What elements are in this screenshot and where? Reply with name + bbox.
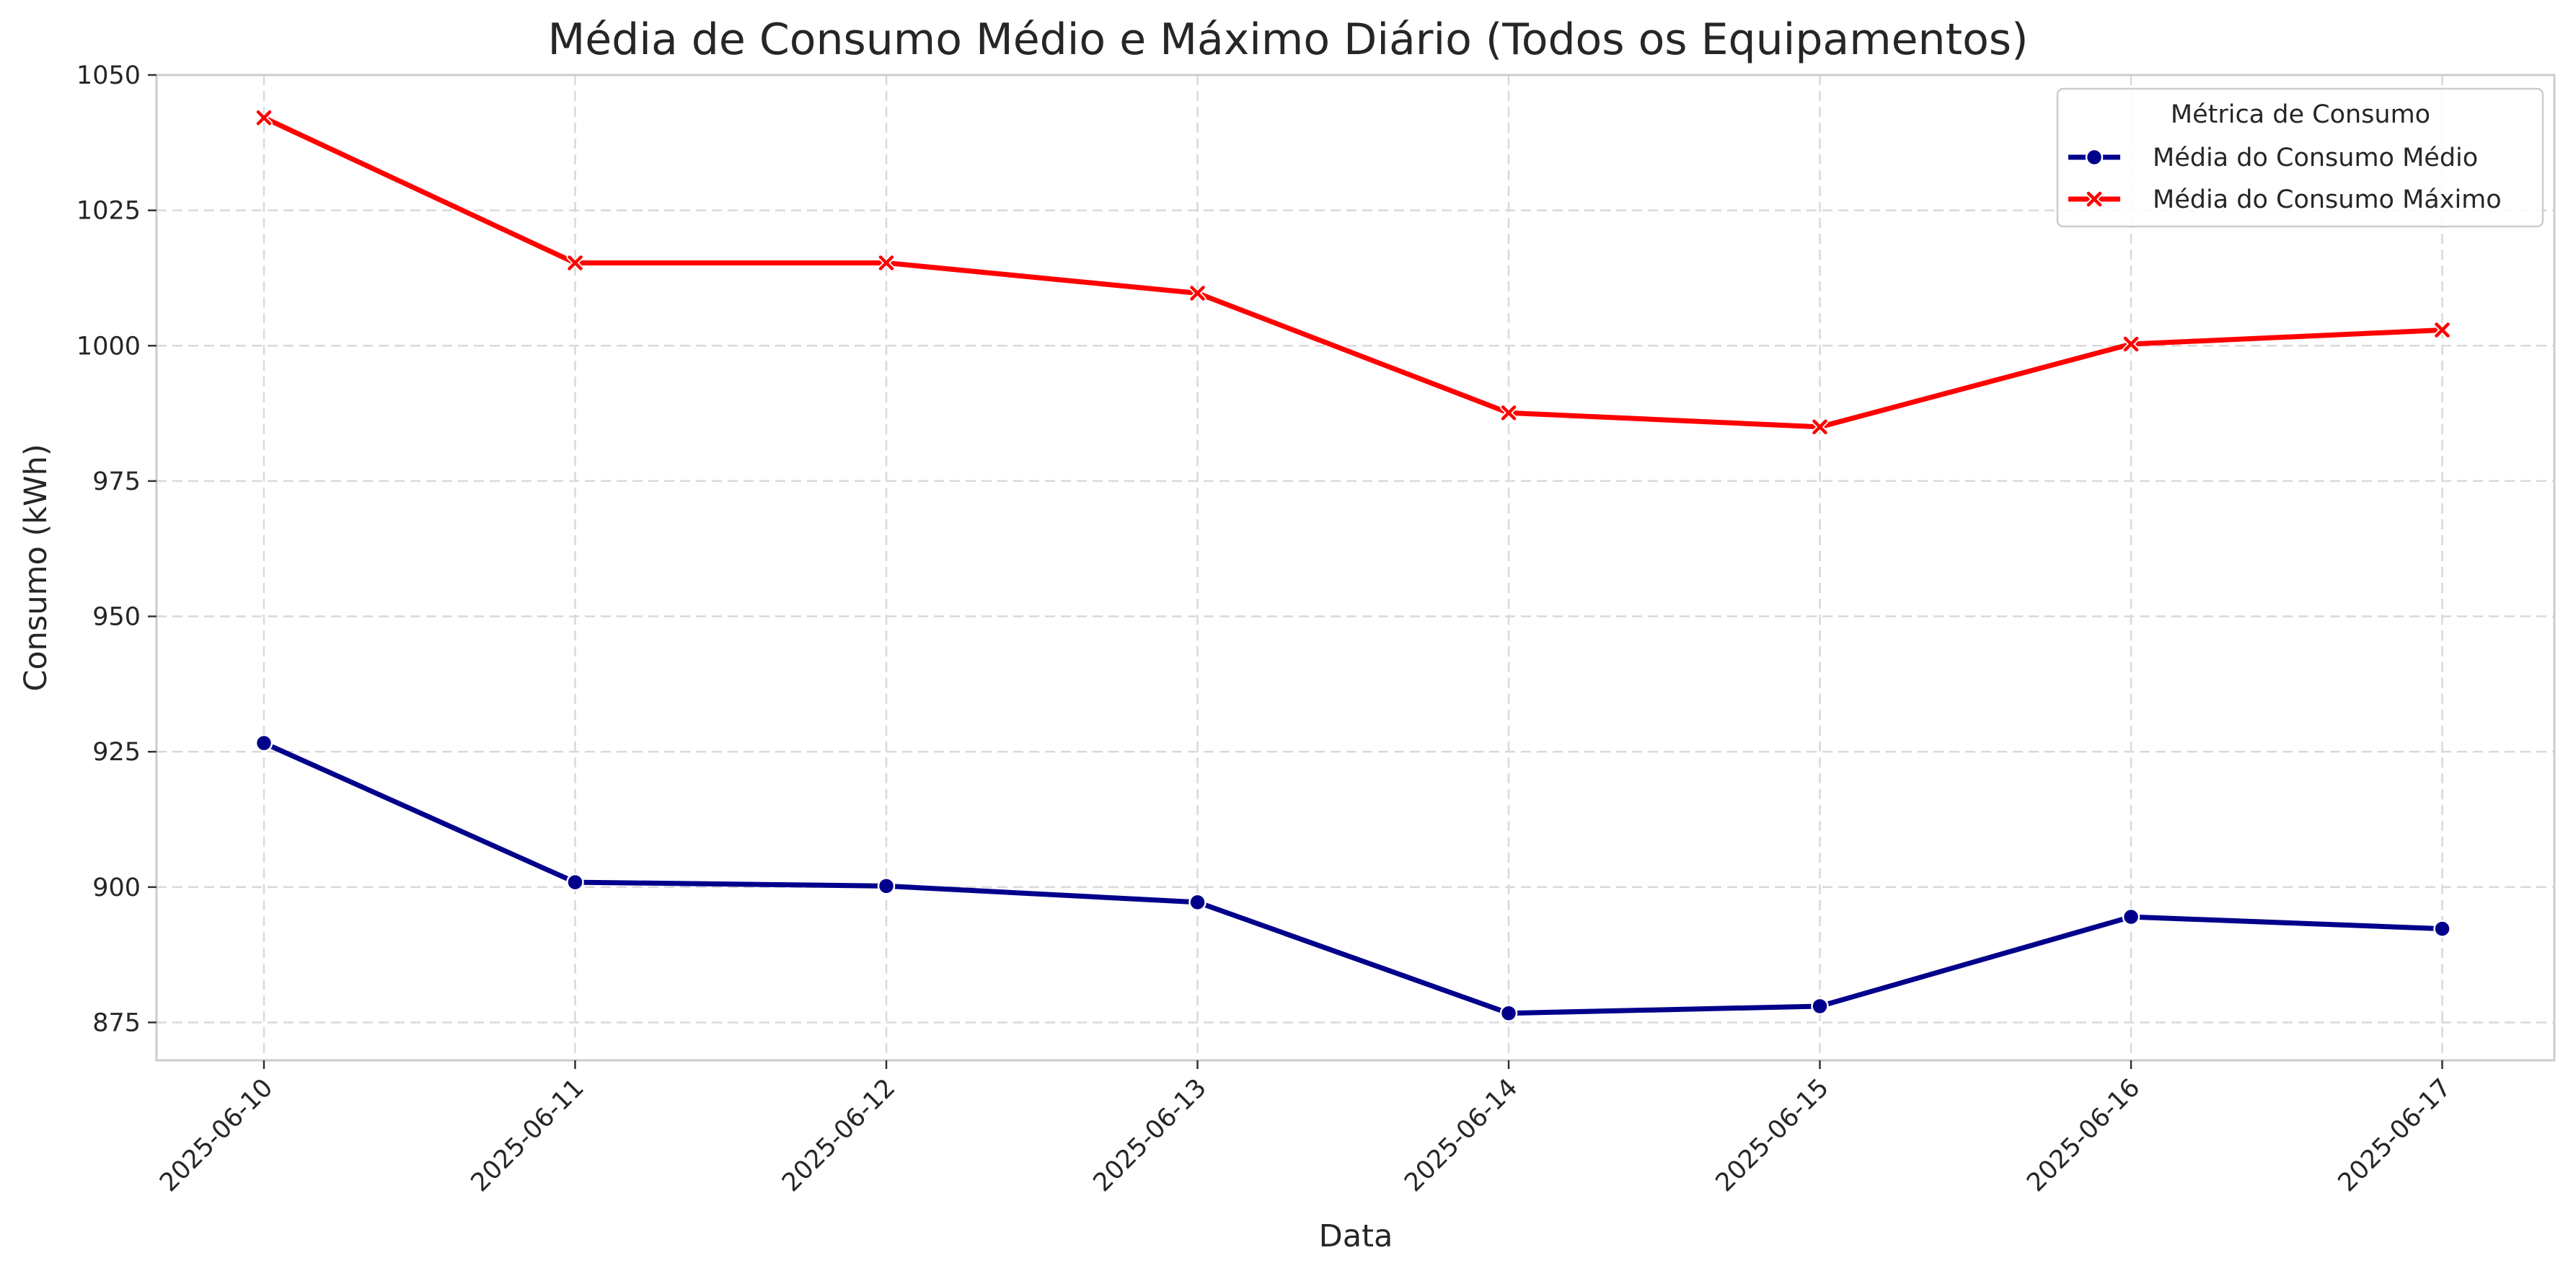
data-point (2122, 907, 2140, 926)
chart-title: Média de Consumo Médio e Máximo Diário (… (548, 14, 2029, 65)
x-tick-label: 2025-06-13 (1088, 1073, 1212, 1197)
legend-marker (2086, 190, 2103, 208)
data-point (566, 254, 584, 272)
legend-label: Média do Consumo Máximo (2153, 185, 2502, 214)
series-consumo-maximo (255, 109, 2451, 436)
data-point (566, 873, 584, 892)
plot-frame (155, 74, 2556, 1062)
y-axis-label: Consumo (kWh) (18, 444, 54, 691)
x-axis-label: Data (1319, 1218, 1393, 1254)
x-tick-label: 2025-06-14 (1399, 1073, 1523, 1197)
legend-box (2056, 87, 2544, 228)
legend-item: Média do Consumo Máximo (2068, 185, 2502, 214)
data-point (1499, 1004, 1518, 1022)
legend: Métrica de Consumo Média do Consumo Médi… (2056, 87, 2544, 228)
y-tick-label: 1050 (76, 61, 141, 90)
legend-label: Média do Consumo Médio (2153, 144, 2478, 172)
x-tick-label: 2025-06-15 (1711, 1073, 1835, 1197)
x-tick-label: 2025-06-11 (466, 1073, 590, 1197)
data-point (1500, 404, 1517, 422)
x-tick-label: 2025-06-17 (2333, 1073, 2457, 1197)
data-point (255, 734, 273, 752)
data-point (1811, 418, 1829, 436)
data-point (1188, 284, 1207, 302)
data-point (878, 254, 895, 272)
data-point (1811, 997, 1829, 1016)
series-layer (255, 109, 2451, 1022)
y-tick-label: 975 (92, 467, 141, 496)
y-tick-label: 1000 (76, 332, 141, 361)
y-axis: 875 900 925 950 975 1000 1025 1050 (76, 61, 156, 1037)
x-tick-label: 2025-06-12 (777, 1073, 901, 1197)
y-tick-label: 875 (92, 1008, 141, 1037)
legend-title: Métrica de Consumo (2171, 100, 2430, 129)
y-tick-label: 1025 (76, 197, 141, 226)
legend-item: Média do Consumo Médio (2068, 144, 2478, 172)
y-tick-label: 900 (92, 874, 141, 902)
data-point (2433, 321, 2451, 339)
data-point (255, 109, 273, 127)
series-line (261, 115, 2445, 430)
y-tick-label: 950 (92, 603, 141, 632)
data-point (877, 877, 896, 895)
legend-marker (2085, 148, 2104, 167)
series-line (261, 740, 2445, 1016)
x-axis: 2025-06-10 2025-06-11 2025-06-12 2025-06-13… (154, 1060, 2457, 1197)
y-tick-label: 925 (92, 738, 141, 767)
x-tick-label: 2025-06-10 (154, 1073, 278, 1197)
series-consumo-medio (255, 734, 2451, 1022)
data-point (2433, 920, 2451, 938)
data-point (1188, 893, 1207, 912)
data-point (2122, 335, 2140, 353)
x-tick-label: 2025-06-16 (2021, 1073, 2145, 1197)
